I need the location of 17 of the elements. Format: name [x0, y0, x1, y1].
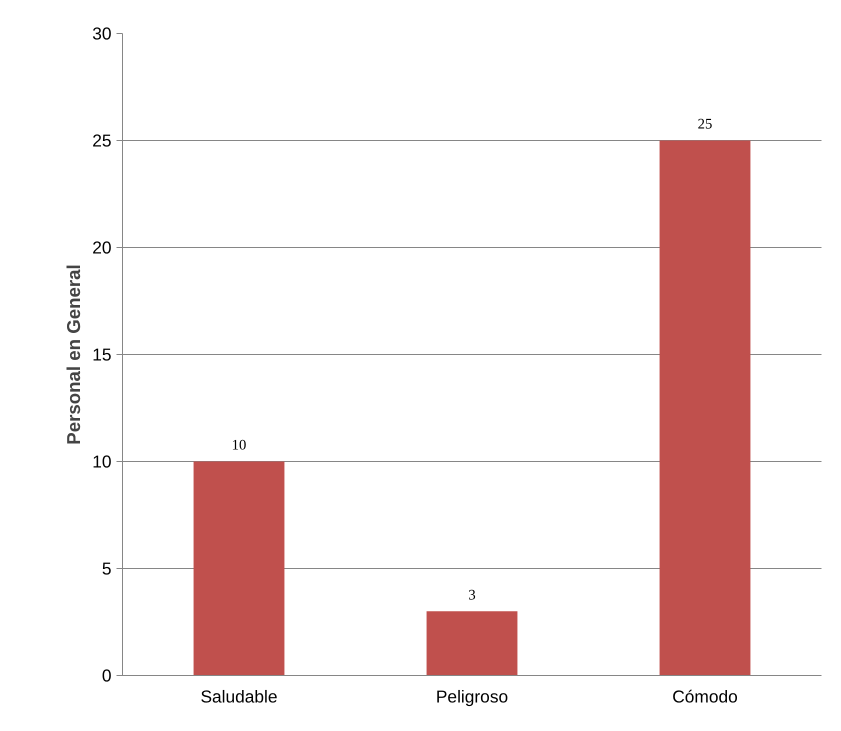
data-label: 10: [232, 438, 246, 454]
y-tick-label: 25: [92, 130, 112, 150]
data-label: 25: [698, 116, 712, 132]
bar: [426, 611, 518, 676]
y-tick-label: 5: [102, 558, 112, 578]
x-tick-label: Saludable: [200, 686, 278, 706]
bar: [660, 140, 750, 676]
y-tick-label: 15: [92, 344, 112, 364]
y-tick-label: 30: [92, 24, 112, 44]
y-tick-label: 0: [102, 666, 112, 686]
data-label: 3: [468, 587, 476, 604]
y-axis-title: Personal en General: [63, 264, 84, 445]
y-tick-label: 20: [92, 238, 112, 258]
bar: [194, 462, 284, 676]
y-tick-label: 10: [92, 452, 112, 472]
x-tick-label: Cómodo: [672, 686, 738, 706]
x-tick-label: Peligroso: [436, 686, 508, 706]
